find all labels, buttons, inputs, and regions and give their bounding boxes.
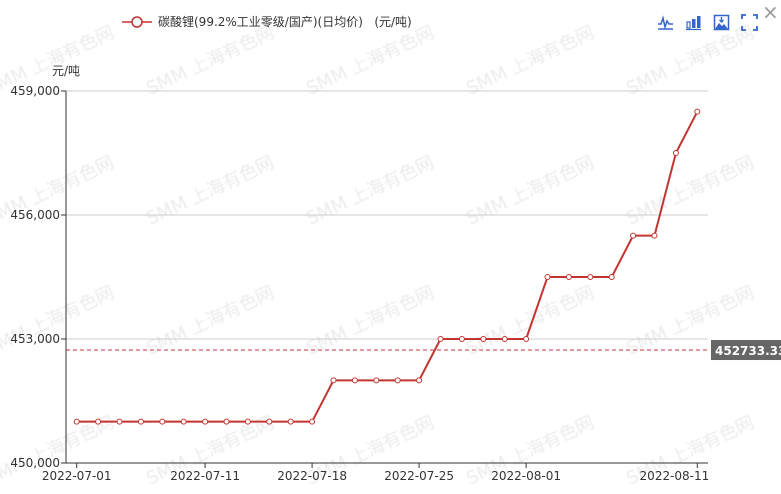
y-tick-label: 453,000 — [10, 332, 60, 346]
data-point — [608, 274, 615, 280]
y-tick-label: 450,000 — [10, 456, 60, 470]
x-tick-label: 2022-07-11 — [170, 469, 240, 483]
data-point — [73, 418, 80, 425]
data-point — [394, 377, 401, 384]
legend-line-circle-icon — [122, 15, 152, 28]
data-point — [223, 418, 230, 425]
data-point — [416, 377, 423, 384]
legend-item[interactable]: 碳酸锂(99.2%工业零级/国产)(日均价) (元/吨) — [122, 13, 412, 30]
data-point — [630, 232, 637, 239]
y-tick-label: 459,000 — [10, 84, 60, 98]
x-tick-label: 2022-07-18 — [277, 469, 347, 483]
x-tick-label: 2022-07-25 — [384, 469, 454, 483]
data-point — [651, 232, 658, 239]
data-point — [266, 418, 273, 425]
data-point — [458, 336, 465, 342]
data-point — [437, 336, 444, 342]
data-point — [480, 336, 487, 342]
series-line — [76, 111, 699, 423]
bar-chart-icon[interactable] — [685, 14, 702, 31]
close-button[interactable]: × — [762, 0, 779, 24]
mark-line-label: 452733.33 — [715, 344, 781, 358]
data-point — [95, 418, 102, 425]
x-tick-label: 2022-08-01 — [491, 469, 561, 483]
legend-label: 碳酸锂(99.2%工业零级/国产)(日均价) (元/吨) — [158, 15, 412, 29]
data-point — [672, 150, 679, 156]
fullscreen-icon[interactable] — [741, 14, 758, 31]
data-point — [180, 418, 187, 425]
data-point — [116, 418, 123, 425]
data-point — [501, 336, 508, 342]
data-point — [587, 274, 594, 280]
data-point — [565, 274, 572, 280]
data-point — [523, 336, 530, 342]
line-chart-icon[interactable] — [657, 14, 674, 31]
y-axis-unit: 元/吨 — [52, 64, 81, 78]
data-point — [159, 418, 166, 425]
mark-line-label-bg — [711, 340, 781, 361]
data-point — [330, 377, 337, 384]
data-point — [137, 418, 144, 425]
data-point — [309, 418, 316, 425]
x-tick-label: 2022-08-11 — [640, 469, 710, 483]
data-point — [202, 418, 209, 425]
data-point — [351, 377, 358, 384]
data-point — [287, 418, 294, 425]
data-point — [373, 377, 380, 384]
save-image-icon[interactable] — [713, 14, 730, 31]
data-point — [544, 274, 551, 280]
y-tick-label: 456,000 — [10, 208, 60, 222]
data-point — [244, 418, 251, 425]
x-tick-label: 2022-07-01 — [42, 469, 112, 483]
data-point — [694, 108, 701, 115]
